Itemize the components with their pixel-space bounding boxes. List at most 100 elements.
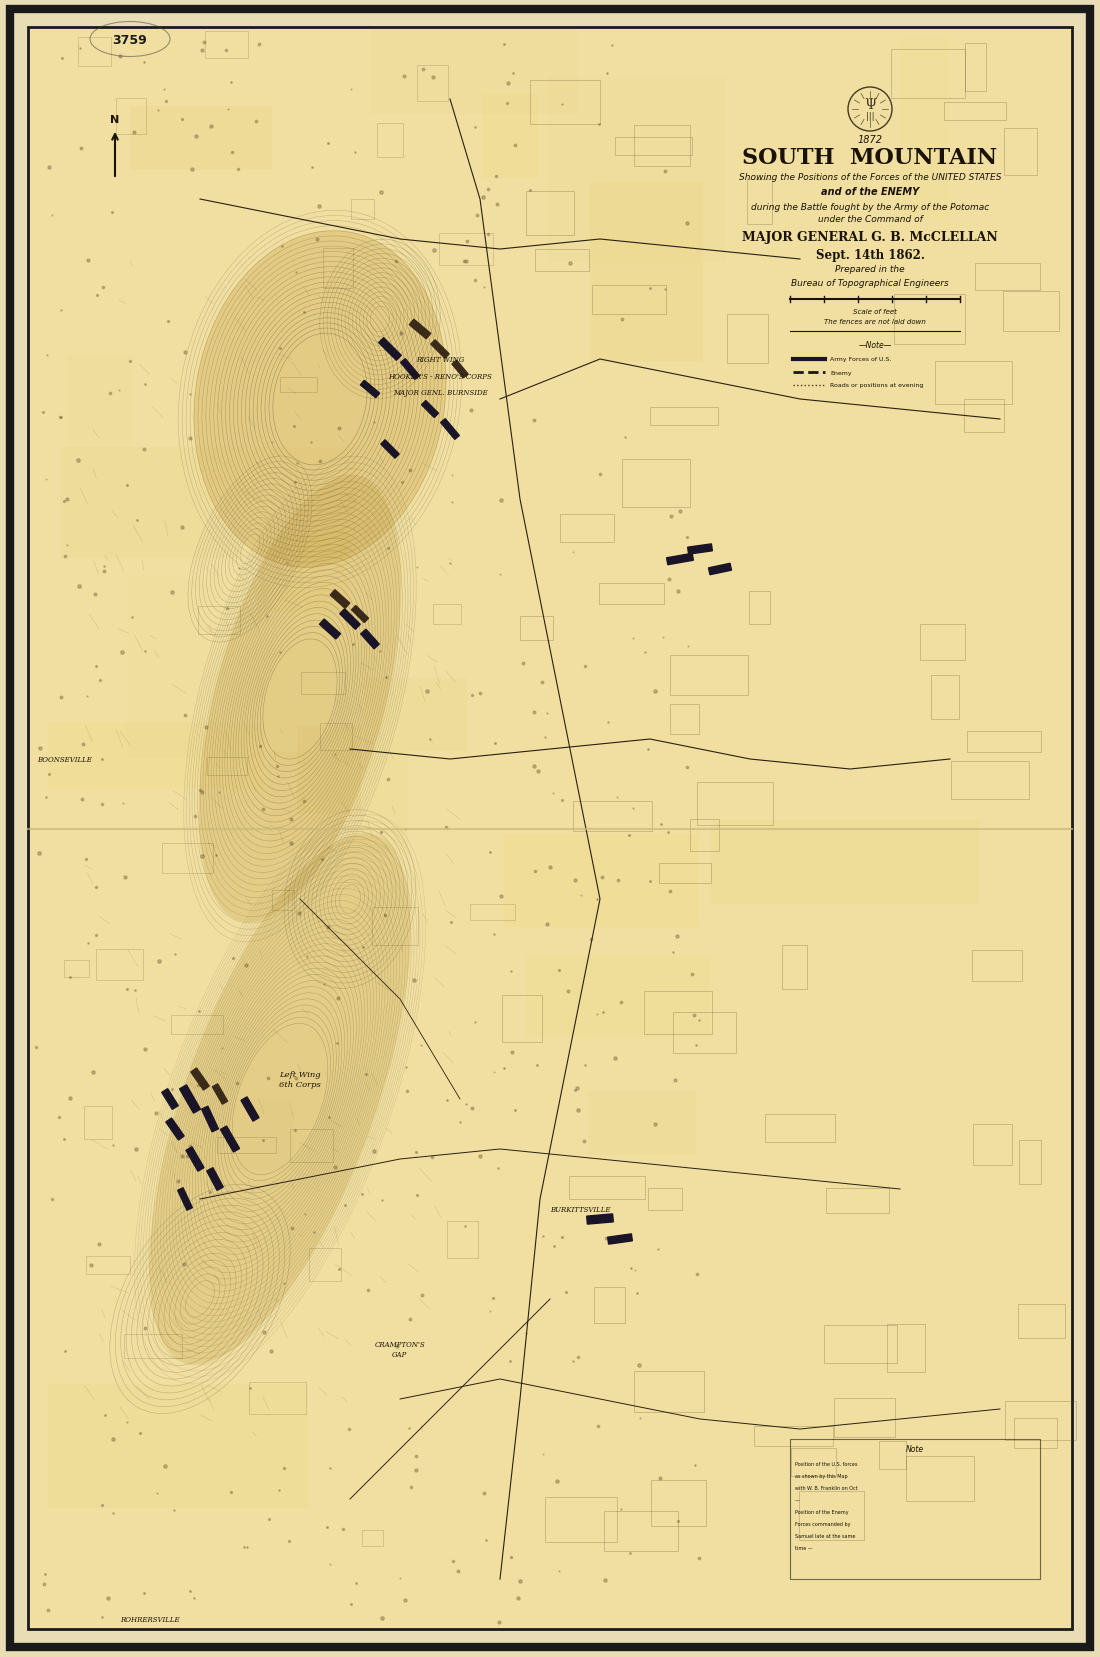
Bar	[365, 679, 468, 752]
Bar	[218, 1137, 276, 1153]
Bar	[340, 610, 361, 630]
Bar	[439, 234, 493, 267]
Text: Note: Note	[906, 1445, 924, 1453]
Bar	[421, 401, 439, 418]
Bar	[378, 338, 402, 361]
Bar	[648, 1188, 682, 1210]
Bar	[290, 1130, 333, 1163]
Text: HOOKER'S - RENO'S CORPS: HOOKER'S - RENO'S CORPS	[388, 373, 492, 381]
Bar	[667, 553, 693, 565]
Text: Ψ: Ψ	[864, 98, 876, 113]
Text: BOONSEVILLE: BOONSEVILLE	[37, 756, 92, 764]
Text: —: —	[795, 1498, 800, 1503]
Bar	[482, 94, 539, 179]
Bar	[186, 1147, 204, 1171]
Bar	[320, 724, 352, 751]
Text: BURKITTSVILLE: BURKITTSVILLE	[550, 1205, 610, 1213]
Bar	[790, 1440, 1040, 1579]
Bar	[280, 378, 317, 393]
Bar	[592, 285, 667, 315]
Bar	[162, 843, 213, 873]
Bar	[634, 126, 690, 167]
Bar	[659, 863, 712, 883]
Bar	[417, 66, 448, 103]
Bar	[891, 50, 966, 99]
Bar	[361, 381, 379, 398]
Bar	[172, 1016, 222, 1034]
Bar	[126, 578, 328, 759]
Bar	[588, 1092, 696, 1155]
Bar	[301, 673, 345, 694]
Bar	[297, 726, 361, 815]
Bar	[206, 31, 248, 58]
Bar	[894, 295, 965, 345]
Text: Prepared in the: Prepared in the	[835, 265, 905, 275]
Text: RIGHT WING: RIGHT WING	[416, 356, 464, 365]
Bar	[670, 704, 698, 734]
Bar	[1003, 292, 1058, 331]
Text: 3759: 3759	[112, 33, 147, 46]
Bar	[965, 399, 1004, 432]
Bar	[190, 1069, 209, 1090]
Bar	[644, 991, 712, 1034]
Bar	[309, 1248, 341, 1281]
Bar	[1003, 129, 1036, 176]
Bar	[634, 1370, 704, 1412]
Bar	[975, 263, 1041, 290]
Bar	[117, 99, 146, 136]
Text: Left Wing
6th Corps: Left Wing 6th Corps	[279, 1070, 321, 1089]
Bar	[1014, 1418, 1057, 1448]
Bar	[727, 315, 769, 363]
Bar	[166, 1118, 184, 1140]
Text: with W. B. Franklin on Oct: with W. B. Franklin on Oct	[795, 1486, 858, 1491]
Bar	[409, 320, 431, 340]
Bar	[78, 38, 111, 66]
Bar	[433, 605, 461, 625]
Bar	[207, 1168, 223, 1191]
Text: Roads or positions at evening: Roads or positions at evening	[830, 383, 923, 388]
Bar	[688, 545, 713, 555]
Text: during the Battle fought by the Army of the Potomac: during the Battle fought by the Army of …	[751, 202, 989, 212]
Bar	[950, 761, 1028, 799]
Bar	[527, 192, 574, 235]
Bar	[651, 1480, 706, 1526]
Bar	[834, 1399, 895, 1437]
Bar	[371, 28, 578, 114]
Text: Scale of feet: Scale of feet	[854, 308, 896, 315]
Text: Position of the Enemy: Position of the Enemy	[795, 1510, 848, 1514]
Bar	[586, 1215, 614, 1225]
Bar	[96, 949, 143, 981]
Bar	[754, 1427, 833, 1447]
Bar	[1020, 1140, 1041, 1185]
Bar	[377, 124, 404, 157]
Bar	[569, 1176, 646, 1200]
Bar	[697, 782, 772, 825]
Bar	[64, 961, 89, 978]
Bar	[520, 616, 553, 640]
Text: |||: |||	[866, 111, 874, 121]
Bar	[749, 592, 770, 625]
Bar	[84, 1105, 112, 1140]
Bar	[124, 1334, 182, 1357]
Bar	[536, 250, 590, 272]
Bar	[690, 819, 719, 852]
Bar	[249, 1382, 306, 1413]
Bar	[799, 1491, 865, 1541]
Bar	[967, 731, 1041, 752]
Bar	[68, 356, 132, 449]
Bar	[935, 361, 1012, 404]
Bar	[548, 78, 726, 263]
Bar	[920, 625, 965, 661]
Bar	[526, 956, 711, 1037]
Bar	[623, 459, 690, 509]
Bar	[530, 81, 601, 124]
Bar	[504, 835, 698, 928]
Text: ROHRERSVILLE: ROHRERSVILLE	[120, 1616, 179, 1622]
Bar	[162, 1089, 178, 1110]
Bar	[708, 563, 732, 575]
Text: MAJOR GENERAL G. B. McCLELLAN: MAJOR GENERAL G. B. McCLELLAN	[742, 232, 998, 244]
Bar	[974, 1125, 1012, 1165]
Bar	[826, 1188, 890, 1213]
Bar	[1005, 1402, 1076, 1440]
Ellipse shape	[150, 835, 411, 1364]
